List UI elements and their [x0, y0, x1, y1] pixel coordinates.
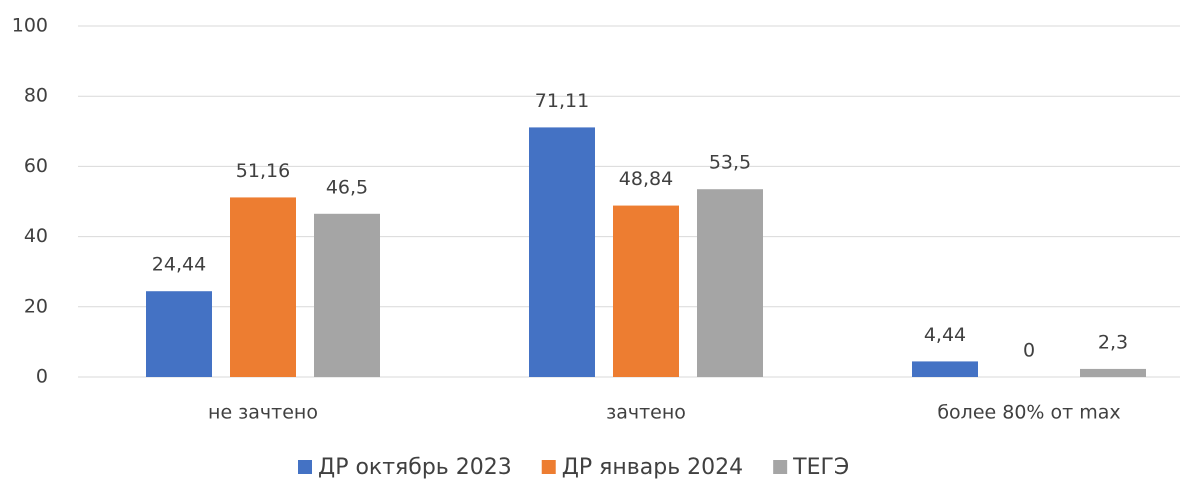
- legend-label: ТЕГЭ: [792, 455, 849, 480]
- bar: [1080, 368, 1146, 377]
- value-label: 4,44: [924, 324, 966, 346]
- legend-label: ДР январь 2024: [562, 455, 743, 480]
- y-tick-label: 0: [36, 366, 48, 388]
- value-label: 71,11: [535, 90, 589, 112]
- x-tick-label: не зачтено: [208, 402, 318, 424]
- legend-swatch: [298, 460, 312, 474]
- bar: [314, 213, 380, 377]
- y-tick-label: 20: [24, 295, 48, 317]
- bar: [697, 189, 763, 377]
- value-label: 2,3: [1098, 331, 1128, 353]
- value-label: 46,5: [326, 176, 368, 198]
- y-tick-label: 80: [24, 85, 48, 107]
- bar: [529, 127, 595, 377]
- y-tick-label: 60: [24, 155, 48, 177]
- x-tick-label: зачтено: [606, 402, 686, 424]
- bar: [613, 205, 679, 377]
- value-label: 48,84: [619, 168, 673, 190]
- legend-swatch: [773, 460, 788, 474]
- value-label: 0: [1023, 340, 1035, 362]
- legend-swatch: [541, 460, 556, 474]
- legend-label: ДР октябрь 2023: [318, 455, 512, 480]
- y-tick-label: 40: [24, 225, 48, 247]
- value-label: 51,16: [236, 160, 290, 182]
- y-tick-label: 100: [12, 15, 48, 37]
- bar: [146, 291, 212, 377]
- bar: [230, 197, 296, 377]
- bar: [912, 361, 978, 377]
- value-label: 53,5: [709, 152, 751, 174]
- value-label: 24,44: [152, 254, 206, 276]
- x-tick-label: более 80% от max: [937, 402, 1120, 424]
